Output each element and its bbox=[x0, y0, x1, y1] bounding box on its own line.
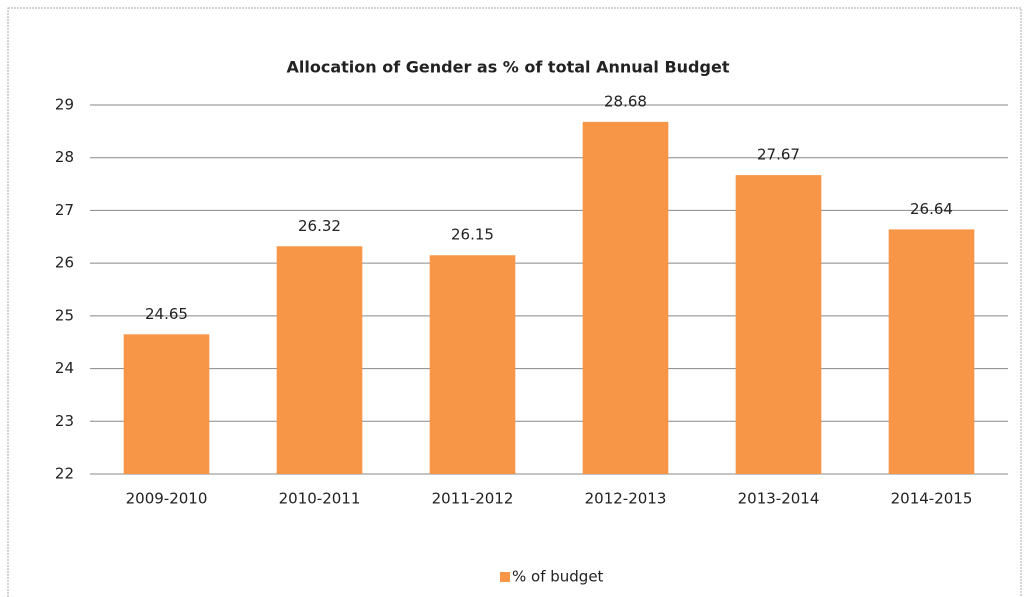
bar bbox=[582, 121, 669, 475]
legend-swatch bbox=[500, 572, 510, 582]
legend-label: % of budget bbox=[512, 568, 604, 586]
y-tick-label: 27 bbox=[55, 201, 74, 219]
data-label: 24.65 bbox=[145, 305, 188, 323]
data-label: 26.64 bbox=[910, 200, 953, 218]
x-tick-label: 2010-2011 bbox=[279, 490, 361, 508]
bar bbox=[429, 255, 516, 474]
x-tick-label: 2013-2014 bbox=[738, 490, 820, 508]
y-tick-label: 26 bbox=[55, 254, 74, 272]
data-label: 26.15 bbox=[451, 226, 494, 244]
chart-border bbox=[7, 7, 1022, 597]
data-label: 28.68 bbox=[604, 92, 647, 110]
y-tick-label: 29 bbox=[55, 96, 74, 114]
y-tick-label: 24 bbox=[55, 359, 74, 377]
data-label: 26.32 bbox=[298, 217, 341, 235]
y-tick-label: 22 bbox=[55, 465, 74, 483]
bar bbox=[735, 175, 822, 475]
bar bbox=[123, 334, 210, 474]
x-tick-label: 2014-2015 bbox=[891, 490, 973, 508]
y-tick-label: 28 bbox=[55, 148, 74, 166]
bar bbox=[888, 229, 975, 474]
data-label: 27.67 bbox=[757, 146, 800, 164]
x-tick-label: 2012-2013 bbox=[585, 490, 667, 508]
x-tick-label: 2009-2010 bbox=[126, 490, 208, 508]
y-tick-label: 25 bbox=[55, 306, 74, 324]
y-tick-label: 23 bbox=[55, 412, 74, 430]
x-tick-label: 2011-2012 bbox=[432, 490, 514, 508]
bar bbox=[276, 246, 363, 474]
chart-title: Allocation of Gender as % of total Annua… bbox=[287, 58, 730, 77]
